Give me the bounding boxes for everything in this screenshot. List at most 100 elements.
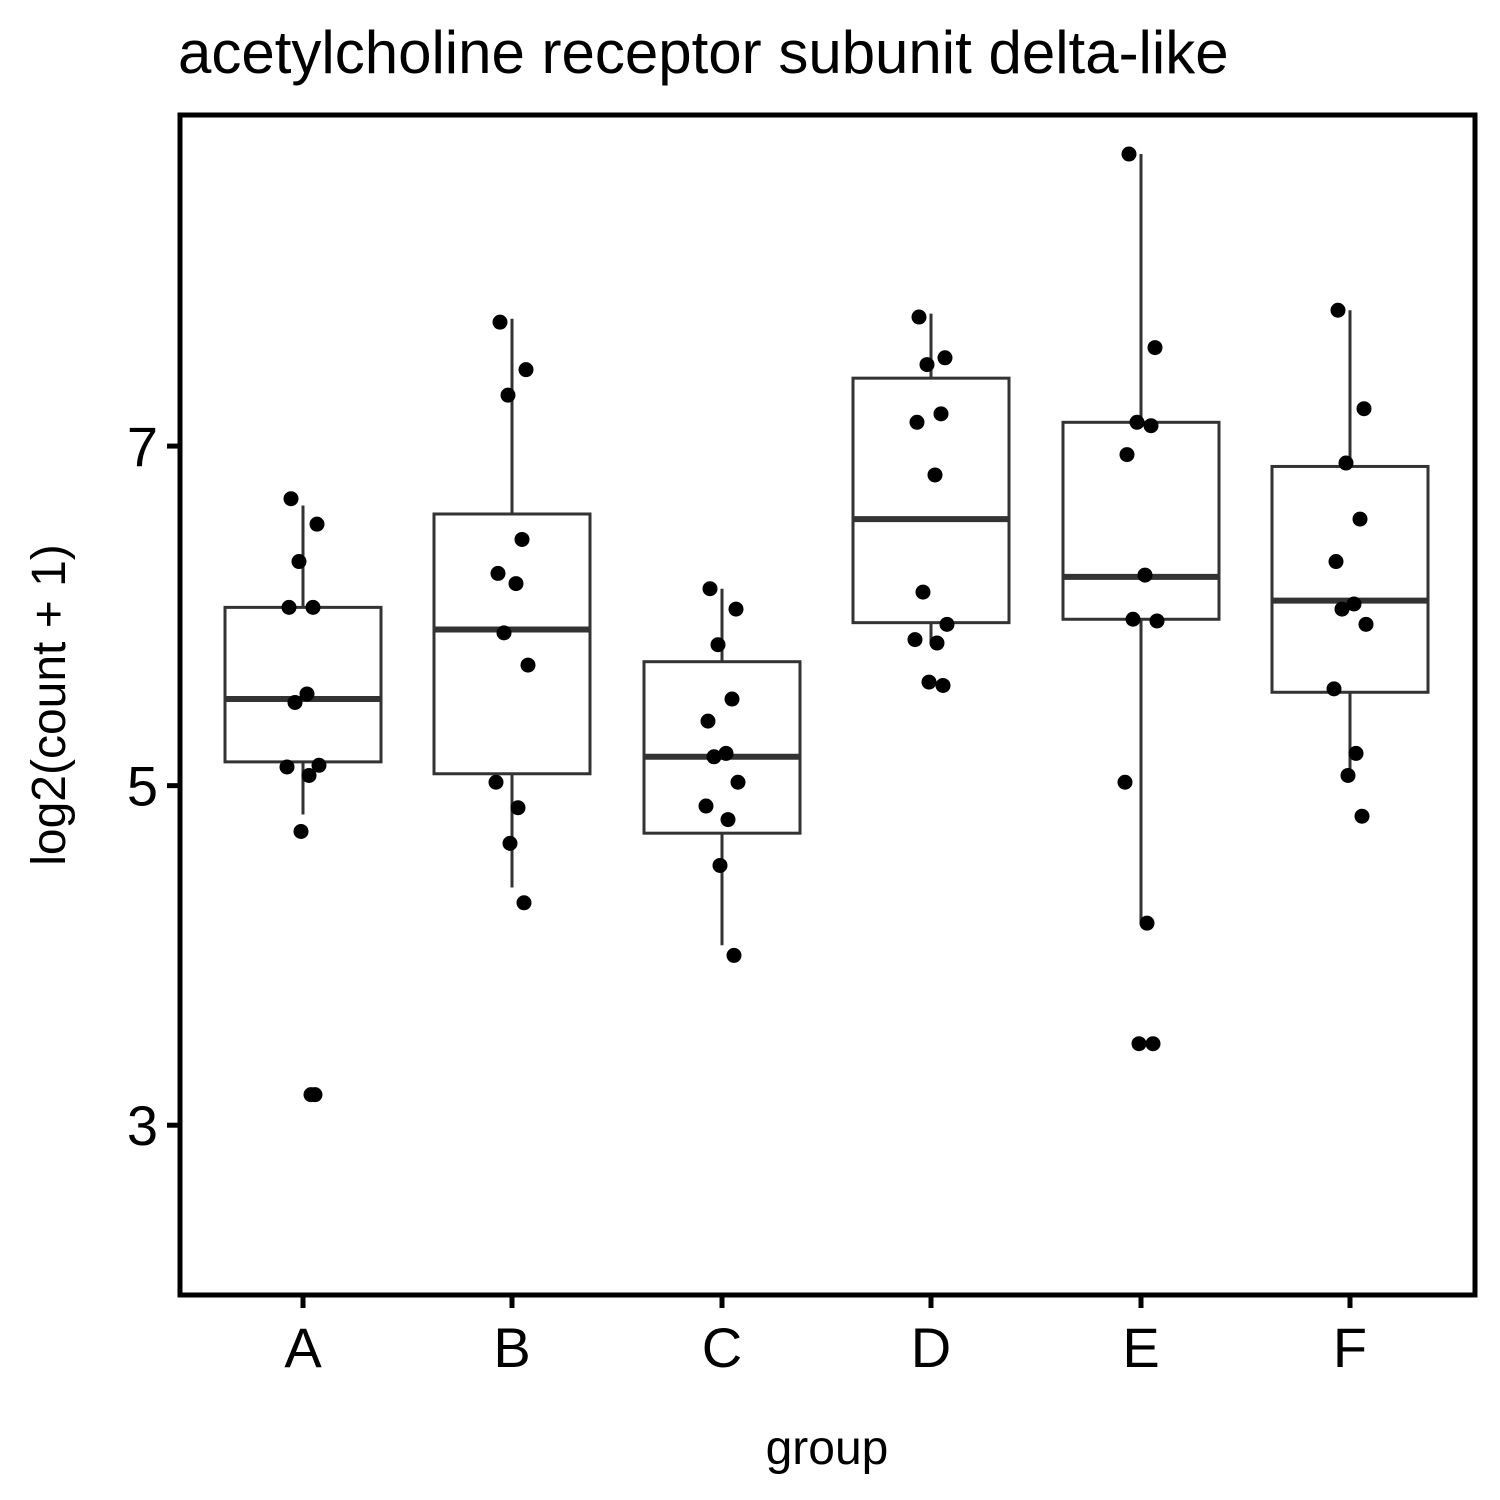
x-tick-label: D xyxy=(911,1316,951,1379)
data-point xyxy=(299,686,315,702)
data-point xyxy=(287,694,303,710)
data-point xyxy=(927,467,943,483)
data-point xyxy=(1338,455,1354,471)
x-tick-label: C xyxy=(702,1316,742,1379)
data-point xyxy=(933,406,949,422)
data-point xyxy=(500,387,516,403)
points-group-D xyxy=(907,309,955,693)
y-tick-label: 3 xyxy=(127,1094,158,1157)
data-point xyxy=(911,309,927,325)
data-point xyxy=(907,632,923,648)
x-tick-label: F xyxy=(1333,1316,1367,1379)
points-group-E xyxy=(1117,146,1165,1052)
points-group-C xyxy=(698,581,746,963)
data-point xyxy=(1334,601,1350,617)
data-point xyxy=(518,362,534,378)
points-layer xyxy=(279,146,1374,1103)
points-group-A xyxy=(279,491,327,1103)
data-point xyxy=(301,767,317,783)
data-point xyxy=(281,599,297,615)
data-point xyxy=(1145,1036,1161,1052)
data-point xyxy=(728,601,744,617)
data-point xyxy=(1352,511,1368,527)
data-point xyxy=(1326,681,1342,697)
data-point xyxy=(718,745,734,761)
data-point xyxy=(921,674,937,690)
data-point xyxy=(516,895,532,911)
data-point xyxy=(1131,1036,1147,1052)
data-point xyxy=(1129,414,1145,430)
data-point xyxy=(279,759,295,775)
data-point xyxy=(1117,774,1133,790)
data-point xyxy=(1330,302,1346,318)
x-tick-label: E xyxy=(1122,1316,1159,1379)
box-group-A xyxy=(223,505,383,815)
y-axis-label: log2(count + 1) xyxy=(23,544,76,866)
data-point xyxy=(1354,808,1370,824)
data-point xyxy=(939,616,955,632)
data-point xyxy=(929,635,945,651)
data-point xyxy=(1137,567,1153,583)
data-point xyxy=(490,565,506,581)
x-tick-label: B xyxy=(493,1316,530,1379)
data-point xyxy=(909,414,925,430)
data-point xyxy=(496,625,512,641)
data-point xyxy=(937,350,953,366)
x-axis: A B C D E F xyxy=(284,1295,1367,1379)
data-point xyxy=(291,554,307,570)
data-point xyxy=(1358,616,1374,632)
data-point xyxy=(1328,554,1344,570)
data-point xyxy=(1119,447,1135,463)
data-point xyxy=(724,691,740,707)
data-point xyxy=(710,637,726,653)
points-group-F xyxy=(1326,302,1374,824)
data-point xyxy=(520,657,536,673)
data-point xyxy=(508,576,524,592)
data-point xyxy=(492,314,508,330)
data-point xyxy=(698,798,714,814)
boxes-layer xyxy=(223,154,1430,946)
data-point xyxy=(1143,418,1159,434)
data-point xyxy=(1149,613,1165,629)
box xyxy=(1061,420,1221,621)
data-point xyxy=(720,812,736,828)
data-point xyxy=(502,835,518,851)
data-point xyxy=(702,581,718,597)
data-point xyxy=(488,774,504,790)
y-axis: 3 5 7 xyxy=(127,415,180,1157)
data-point xyxy=(1346,596,1362,612)
data-point xyxy=(303,1087,319,1103)
data-point xyxy=(1121,146,1137,162)
x-axis-label: group xyxy=(766,1422,889,1475)
data-point xyxy=(514,531,530,547)
data-point xyxy=(510,800,526,816)
data-point xyxy=(935,677,951,693)
data-point xyxy=(1147,340,1163,356)
data-point xyxy=(293,823,309,839)
box-group-E xyxy=(1061,154,1221,924)
data-point xyxy=(700,713,716,729)
data-point xyxy=(712,857,728,873)
data-point xyxy=(1139,915,1155,931)
data-point xyxy=(305,599,321,615)
box-group-B xyxy=(432,318,592,888)
data-point xyxy=(283,491,299,507)
plot-panel-border xyxy=(177,112,1478,1298)
points-group-B xyxy=(488,314,536,911)
data-point xyxy=(311,757,327,773)
data-point xyxy=(919,357,935,373)
y-tick-label: 5 xyxy=(127,755,158,818)
box xyxy=(1270,464,1430,694)
data-point xyxy=(1340,767,1356,783)
chart-title: acetylcholine receptor subunit delta-lik… xyxy=(178,19,1229,86)
data-point xyxy=(730,774,746,790)
box-group-D xyxy=(851,313,1011,644)
data-point xyxy=(726,947,742,963)
data-point xyxy=(309,516,325,532)
data-point xyxy=(706,749,722,765)
data-point xyxy=(1125,611,1141,627)
data-point xyxy=(1356,401,1372,417)
x-tick-label: A xyxy=(284,1316,322,1379)
box-group-F xyxy=(1270,310,1430,776)
